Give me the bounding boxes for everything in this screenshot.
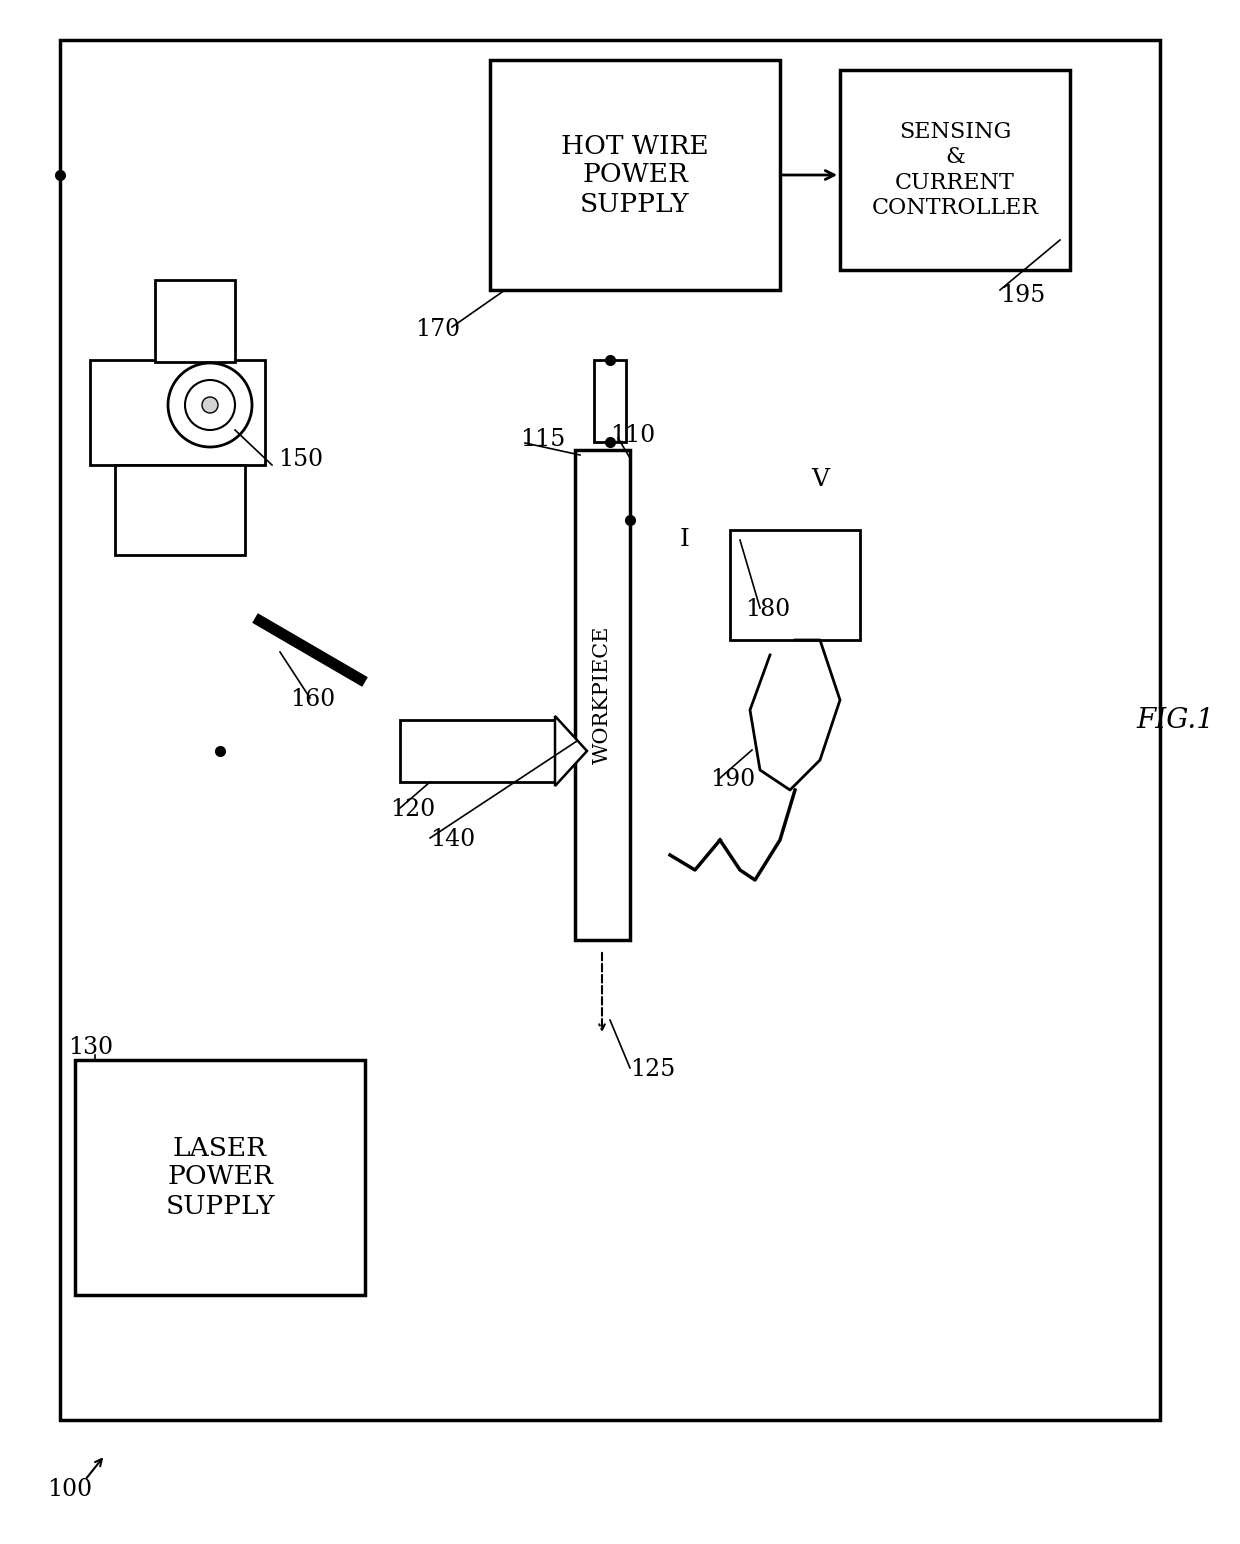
Bar	[115, 465, 246, 554]
Text: 160: 160	[290, 689, 335, 712]
Circle shape	[185, 380, 236, 429]
Text: 150: 150	[278, 448, 324, 471]
Text: 180: 180	[745, 599, 790, 622]
Text: HOT WIRE
POWER
SUPPLY: HOT WIRE POWER SUPPLY	[562, 133, 709, 216]
Bar	[155, 279, 236, 361]
Circle shape	[167, 363, 252, 448]
Text: I: I	[680, 528, 689, 551]
Text: 110: 110	[610, 423, 655, 446]
Text: 120: 120	[391, 798, 435, 821]
Text: 130: 130	[68, 1036, 113, 1059]
Text: 170: 170	[415, 318, 460, 341]
Bar	[575, 449, 630, 940]
Bar	[60, 40, 1159, 1420]
Text: FIG.1: FIG.1	[1136, 707, 1214, 733]
Bar	[730, 530, 861, 641]
Text: 140: 140	[430, 829, 475, 851]
Bar	[490, 60, 780, 290]
Polygon shape	[556, 716, 587, 786]
Text: LASER
POWER
SUPPLY: LASER POWER SUPPLY	[165, 1135, 275, 1218]
Text: 100: 100	[47, 1479, 93, 1501]
Text: WORKPIECE: WORKPIECE	[593, 625, 611, 764]
Text: V: V	[811, 468, 830, 491]
Bar	[91, 360, 265, 465]
Text: 195: 195	[999, 284, 1045, 307]
Bar	[74, 1061, 365, 1295]
Bar	[839, 69, 1070, 270]
Text: 125: 125	[630, 1059, 676, 1081]
Circle shape	[202, 397, 218, 412]
Bar	[594, 360, 626, 442]
Bar	[401, 720, 556, 781]
Text: 190: 190	[711, 769, 755, 792]
Text: SENSING
&
CURRENT
CONTROLLER: SENSING & CURRENT CONTROLLER	[872, 120, 1039, 219]
Text: 115: 115	[520, 429, 565, 451]
